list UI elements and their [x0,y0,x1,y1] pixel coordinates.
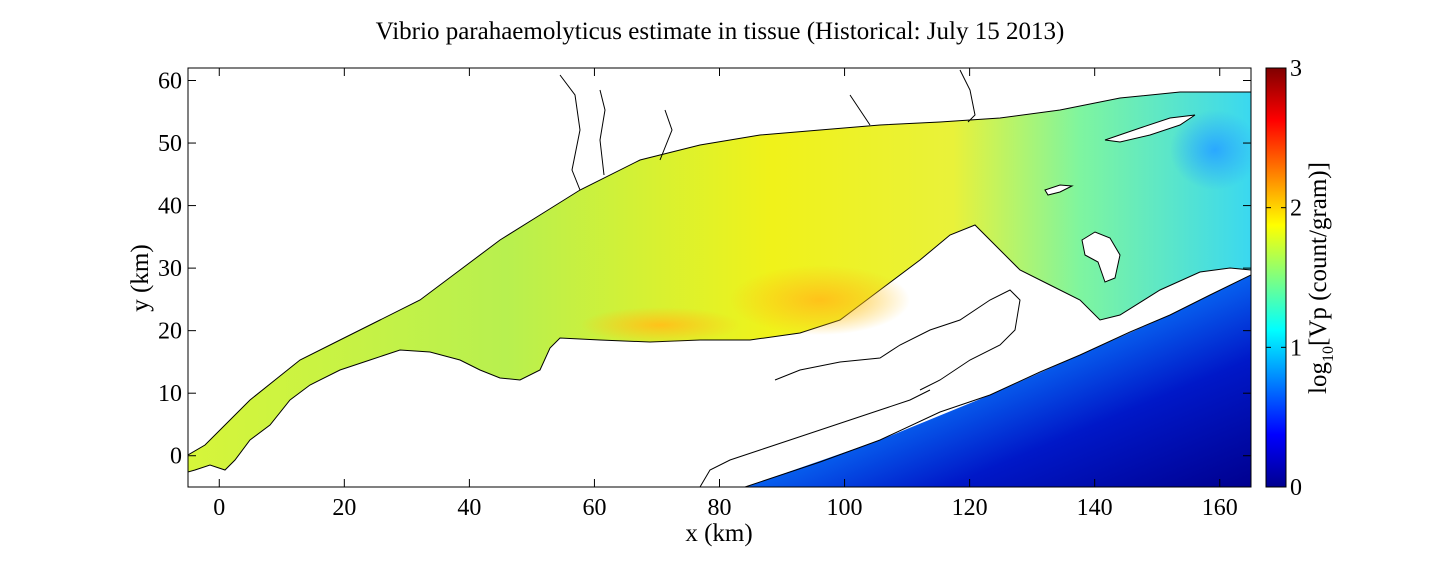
block-island-land [1081,231,1121,283]
x-tick-label: 60 [582,495,606,521]
x-axis-label: x (km) [685,520,752,547]
colorbar-axis: 0 1 2 3 [1266,56,1302,501]
open-ocean-field [745,275,1251,487]
warm-patch [730,265,910,335]
colorbar-label-base: 10 [1320,346,1337,362]
colorbar-label-unit: [Vp (count/gram)] [1305,162,1332,346]
x-tick-label: 40 [457,495,481,521]
colorbar-tick-label: 0 [1290,475,1302,501]
warm-patch [580,307,740,343]
y-tick-label: 40 [158,194,182,220]
colorbar-label: log10[Vp (count/gram)] [1305,162,1337,394]
cool-patch [1170,110,1251,190]
fishers-island-land [1104,114,1196,143]
coastline [559,69,976,191]
chart-title: Vibrio parahaemolyticus estimate in tiss… [375,18,1065,45]
y-tick-label: 10 [158,381,182,407]
plum-island-land [1044,184,1074,196]
coastline [744,274,1251,487]
x-tick-label: 120 [952,495,988,521]
colorbar-tick-label: 3 [1290,56,1302,82]
coastline [774,289,1021,391]
map-area [188,68,1251,487]
y-tick-label: 60 [158,69,182,95]
colorbar-tick-label: 2 [1290,196,1302,222]
y-tick-label: 30 [158,256,182,282]
colorbar [1265,67,1287,488]
y-tick-label: 50 [158,131,182,157]
colorbar-label-log: log [1305,362,1332,394]
y-axis-label: y (km) [127,244,154,311]
y-tick-label: 20 [158,319,182,345]
y-axis: 0 10 20 30 40 50 60 [158,69,1251,470]
x-tick-label: 140 [1077,495,1113,521]
x-axis: 0 20 40 60 80 100 120 140 160 [213,68,1238,521]
coastline [699,389,931,487]
y-tick-label: 0 [170,444,182,470]
x-tick-label: 100 [827,495,863,521]
long-island-sound-field [188,91,1251,473]
colorbar-tick-label: 1 [1290,335,1302,361]
x-tick-label: 80 [708,495,732,521]
x-tick-label: 160 [1202,495,1238,521]
x-tick-label: 20 [332,495,356,521]
x-tick-label: 0 [213,495,225,521]
